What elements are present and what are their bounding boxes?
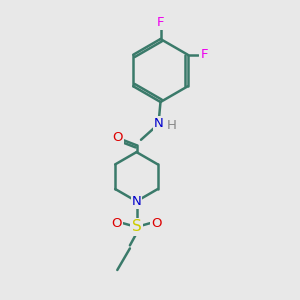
Text: F: F (200, 48, 208, 61)
Text: N: N (154, 117, 164, 130)
Text: S: S (132, 219, 141, 234)
Text: N: N (132, 195, 141, 208)
Text: O: O (151, 217, 161, 230)
Text: F: F (157, 16, 164, 29)
Text: O: O (113, 131, 123, 144)
Text: O: O (112, 217, 122, 230)
Text: H: H (167, 119, 176, 133)
